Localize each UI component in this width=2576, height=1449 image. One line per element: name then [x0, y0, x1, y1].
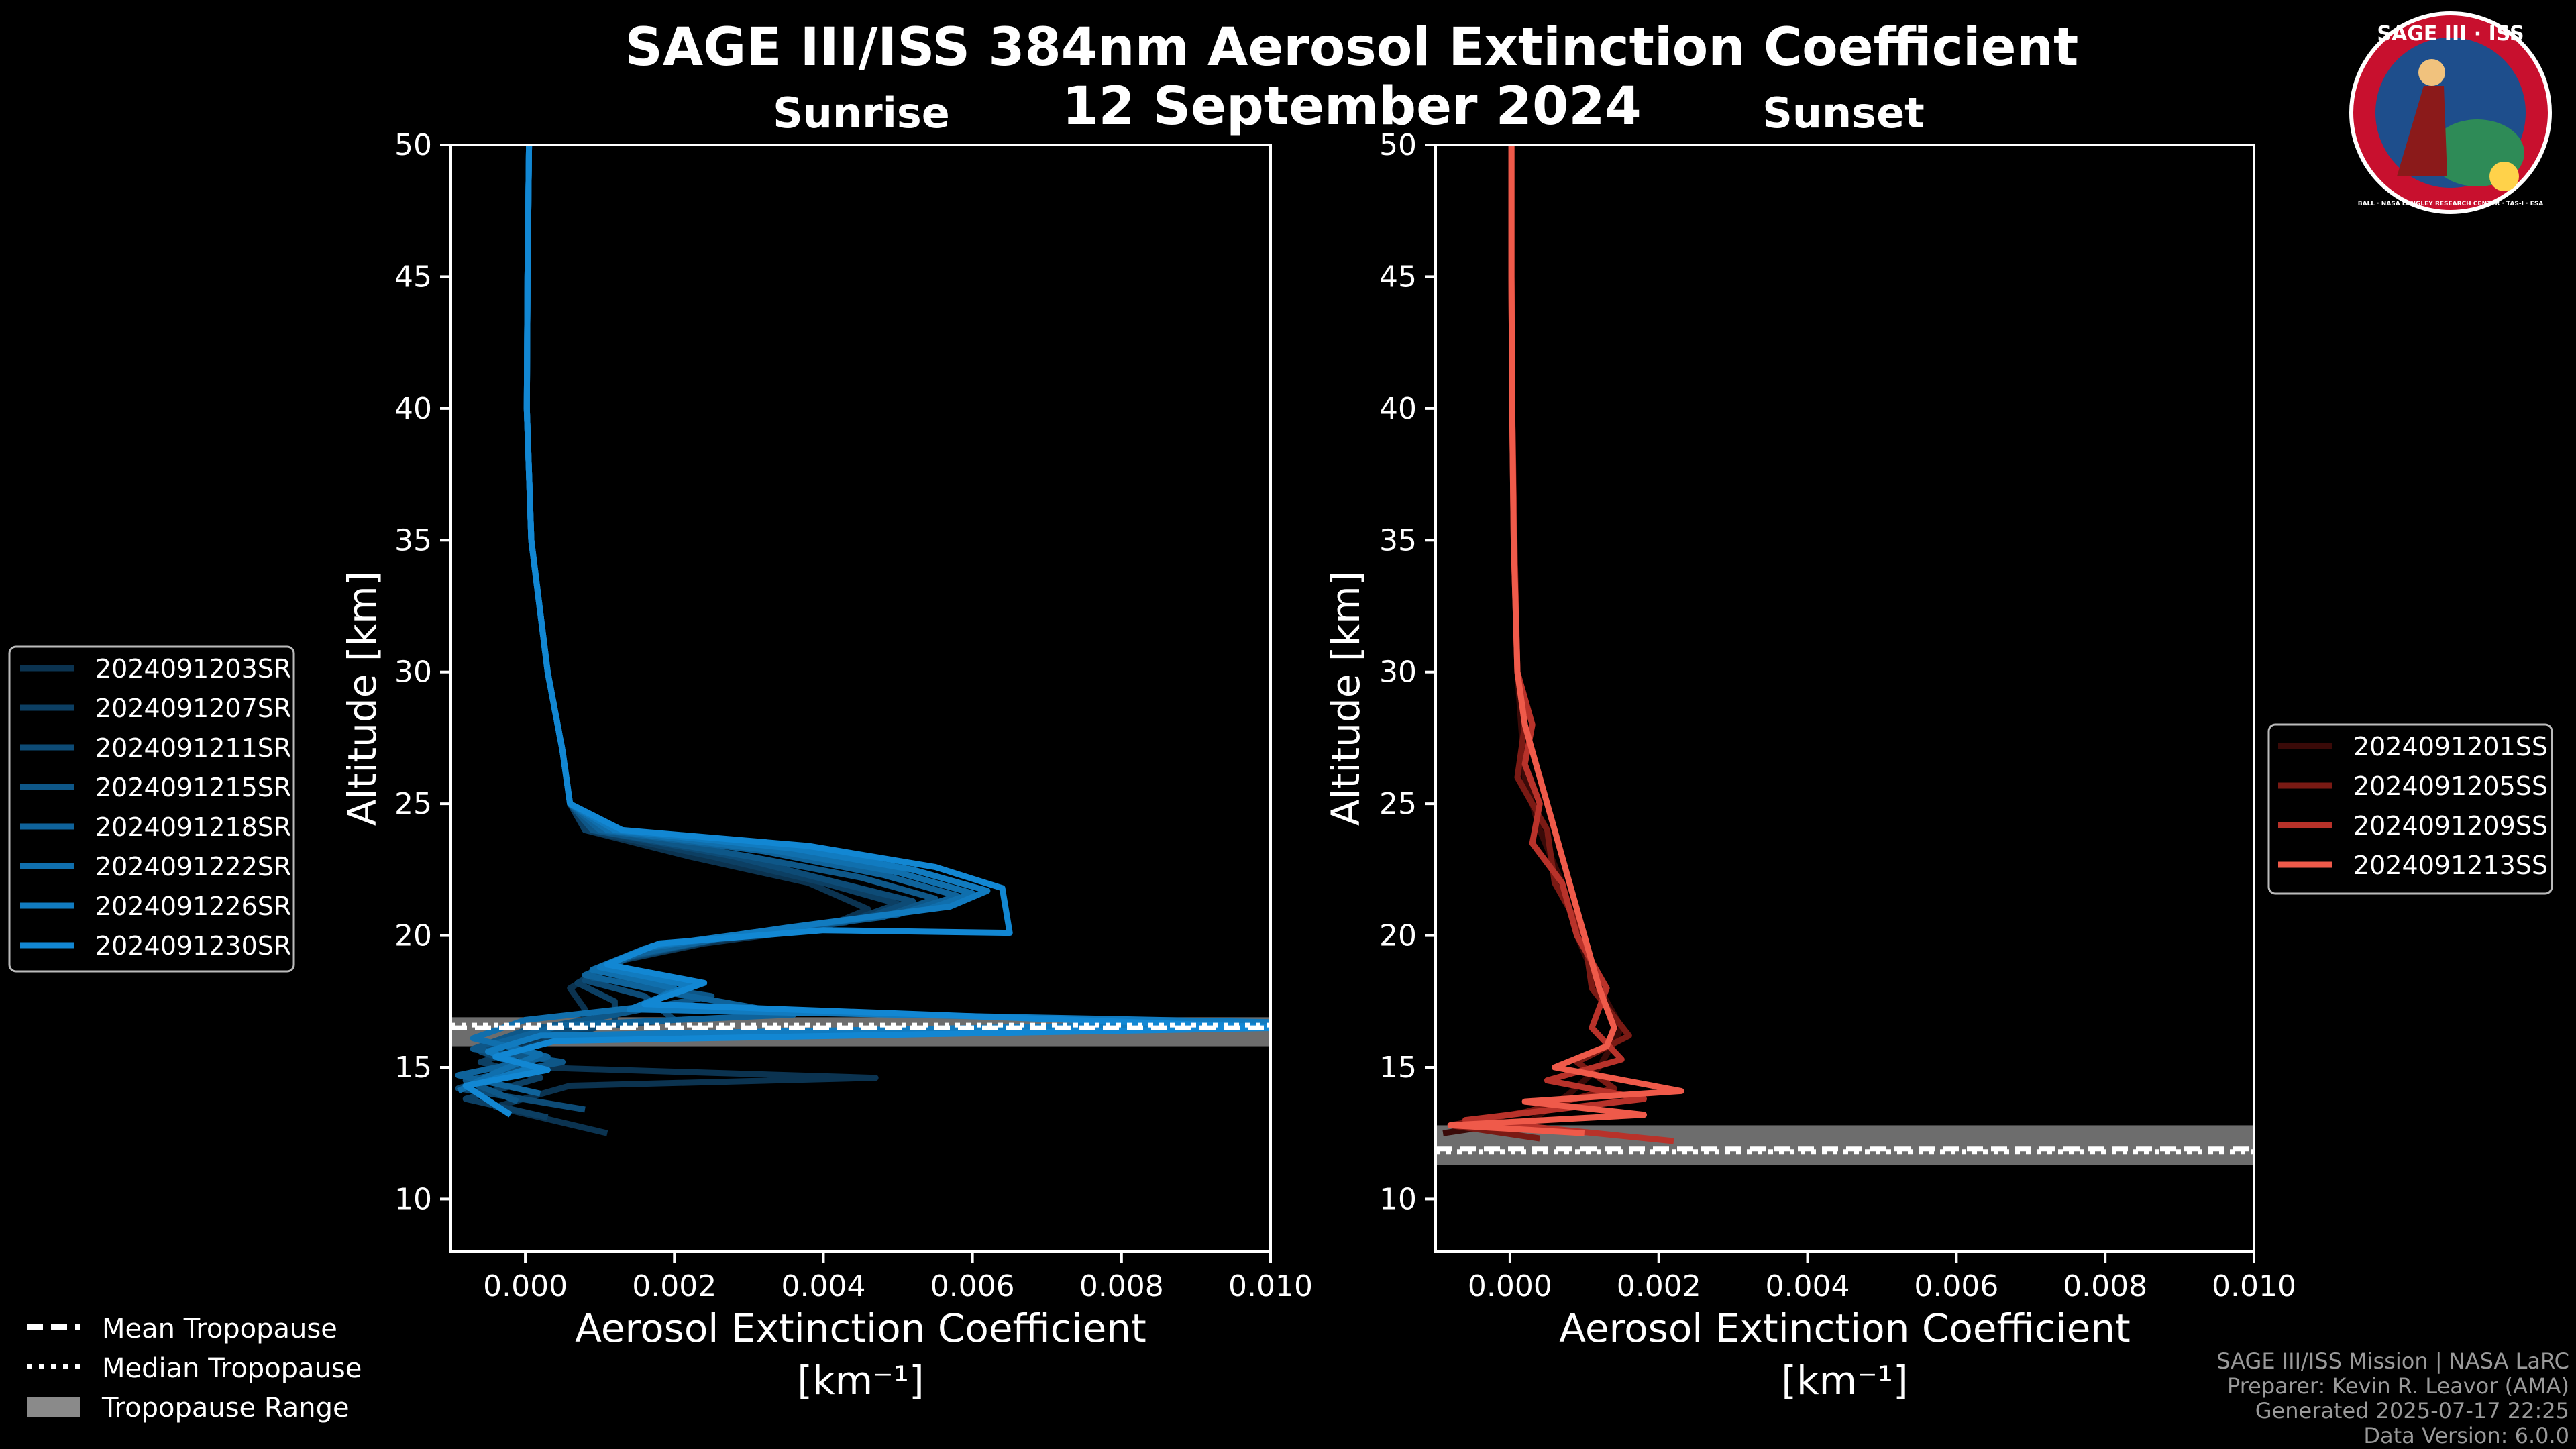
sunset-xtick-label: 0.004 [1766, 1269, 1850, 1303]
footer-mission: SAGE III/ISS Mission | NASA LaRC [2216, 1348, 2569, 1374]
sunset-legend-label: 2024091205SS [2353, 771, 2548, 801]
sunrise-series-line-2024091230SR [462, 145, 1271, 1118]
sunrise-series-group [451, 145, 1271, 1136]
logo-figure-icon [2397, 86, 2447, 176]
sunset-ytick-label: 25 [1379, 787, 1417, 821]
sunrise-ytick-label: 45 [394, 260, 432, 294]
sunrise-xtick-label: 0.004 [781, 1269, 865, 1303]
logo-figure-head-icon [2418, 59, 2445, 86]
footer-credits: SAGE III/ISS Mission | NASA LaRC Prepare… [2216, 1348, 2569, 1448]
sunset-ytick-label: 30 [1379, 655, 1417, 690]
sunset-panel: 0.000 0.002 0.004 0.006 0.008 0.010 10 15 20 25 30… [1323, 128, 2296, 1403]
tropopause-legend: Mean Tropopause Median Tropopause Tropop… [27, 1313, 362, 1424]
sunrise-ytick-label: 40 [394, 392, 432, 426]
sunrise-legend-label: 2024091218SR [95, 812, 291, 842]
sunset-ticks: 0.000 0.002 0.004 0.006 0.008 0.010 10 15 20 25 30… [1379, 128, 2296, 1303]
sunset-xlabel-line1: Aerosol Extinction Coefficient [1559, 1305, 2131, 1351]
sunset-series-line-2024091213SS [1447, 145, 1684, 1136]
sunrise-legend-box [8, 645, 295, 973]
sunrise-legend-label: 2024091230SR [95, 931, 291, 961]
sunset-ytick-label: 40 [1379, 392, 1417, 426]
sunset-series-line-2024091201SS [1442, 145, 1625, 1136]
sunrise-ytick-label: 15 [394, 1051, 432, 1085]
sunset-ytick-label: 45 [1379, 260, 1417, 294]
sunset-legend-box [2267, 723, 2553, 895]
footer-generated: Generated 2025-07-17 22:25 [2255, 1398, 2569, 1424]
sunset-ytick-label: 35 [1379, 523, 1417, 557]
sunrise-ticks: 0.000 0.002 0.004 0.006 0.008 0.010 10 15 20 25 30… [394, 128, 1313, 1303]
sunset-xtick-label: 0.002 [1617, 1269, 1701, 1303]
tropopause-range-label: Tropopause Range [101, 1393, 350, 1424]
sunrise-legend-label: 2024091207SR [95, 694, 291, 723]
sunset-ytick-label: 10 [1379, 1182, 1417, 1216]
logo-sun-icon [2489, 162, 2519, 191]
sunset-xtick-label: 0.000 [1468, 1269, 1552, 1303]
sunrise-series-line-2024091222SR [457, 145, 976, 1094]
sunrise-ytick-label: 10 [394, 1182, 432, 1216]
sunset-ytick-label: 15 [1379, 1051, 1417, 1085]
sunrise-ytick-label: 30 [394, 655, 432, 690]
sunrise-xlabel-line1: Aerosol Extinction Coefficient [575, 1305, 1146, 1351]
sage-iii-iss-logo: SAGE III · ISS BALL · NASA LANGLEY RESEA… [2349, 11, 2552, 214]
sunrise-xtick-label: 0.002 [632, 1269, 716, 1303]
footer-preparer: Preparer: Kevin R. Leavor (AMA) [2227, 1373, 2569, 1399]
sunrise-xtick-label: 0.010 [1228, 1269, 1313, 1303]
sunset-legend-label: 2024091213SS [2353, 851, 2548, 880]
sunrise-series-line-2024091218SR [455, 145, 961, 1097]
figure-title-line2: 12 September 2024 [1062, 76, 1642, 137]
sunrise-panel-title: Sunrise [773, 89, 950, 138]
sunrise-panel: 0.000 0.002 0.004 0.006 0.008 0.010 10 15 20 25 30… [339, 128, 1313, 1403]
sunrise-series-line-2024091226SR [480, 145, 1271, 1086]
sunset-legend-label: 2024091201SS [2353, 732, 2548, 761]
logo-title: SAGE III · ISS [2377, 22, 2524, 46]
sunrise-ytick-label: 20 [394, 919, 432, 953]
logo-ring-text: BALL · NASA LANGLEY RESEARCH CENTER · TA… [2358, 201, 2544, 207]
sunrise-legend: 2024091203SR 2024091207SR 2024091211SR 2024… [8, 645, 295, 973]
sunset-axes-frame [1434, 144, 2255, 1253]
sunrise-series-line-2024091215SR [462, 145, 938, 1105]
sunset-legend-label: 2024091209SS [2353, 811, 2548, 841]
figure-title-line1: SAGE III/ISS 384nm Aerosol Extinction Co… [625, 17, 2079, 78]
median-tropopause-label: Median Tropopause [102, 1353, 362, 1384]
sunrise-xtick-label: 0.000 [483, 1269, 568, 1303]
tropopause-range-swatch [27, 1397, 80, 1417]
sunrise-plot-area [451, 145, 1271, 1136]
sunrise-ytick-label: 25 [394, 787, 432, 821]
sunrise-legend-label: 2024091215SR [95, 773, 291, 802]
sunrise-ylabel: Altitude [km] [339, 571, 385, 826]
sunset-panel-title: Sunset [1762, 89, 1925, 138]
sunset-xtick-label: 0.008 [2063, 1269, 2147, 1303]
sunrise-axes-frame [449, 144, 1272, 1253]
sunset-ytick-label: 50 [1379, 128, 1417, 162]
sunset-xtick-label: 0.010 [2212, 1269, 2296, 1303]
sunset-series-group [1436, 145, 2254, 1165]
sunrise-ytick-label: 35 [394, 523, 432, 557]
sunrise-legend-label: 2024091203SR [95, 654, 291, 684]
sunset-legend: 2024091201SS 2024091205SS 2024091209SS 2024… [2267, 723, 2553, 895]
sunrise-xtick-label: 0.006 [930, 1269, 1015, 1303]
sunrise-xtick-label: 0.008 [1079, 1269, 1164, 1303]
sunrise-xlabel-line2: [km⁻¹] [797, 1358, 924, 1403]
footer-data-version: Data Version: 6.0.0 [2363, 1423, 2569, 1448]
sunrise-legend-label: 2024091211SR [95, 733, 291, 763]
sunrise-series-line-2024091207SR [462, 145, 901, 1120]
sunset-ytick-label: 20 [1379, 919, 1417, 953]
sunrise-legend-label: 2024091222SR [95, 852, 291, 881]
sunrise-legend-label: 2024091226SR [95, 892, 291, 921]
sunset-xtick-label: 0.006 [1914, 1269, 1998, 1303]
mean-tropopause-label: Mean Tropopause [102, 1313, 337, 1344]
sunset-xlabel-line2: [km⁻¹] [1781, 1358, 1908, 1403]
sunset-series-line-2024091209SS [1462, 145, 1674, 1144]
sunset-ylabel: Altitude [km] [1323, 571, 1368, 826]
sunset-plot-area [1436, 145, 2254, 1165]
sunrise-ytick-label: 50 [394, 128, 432, 162]
